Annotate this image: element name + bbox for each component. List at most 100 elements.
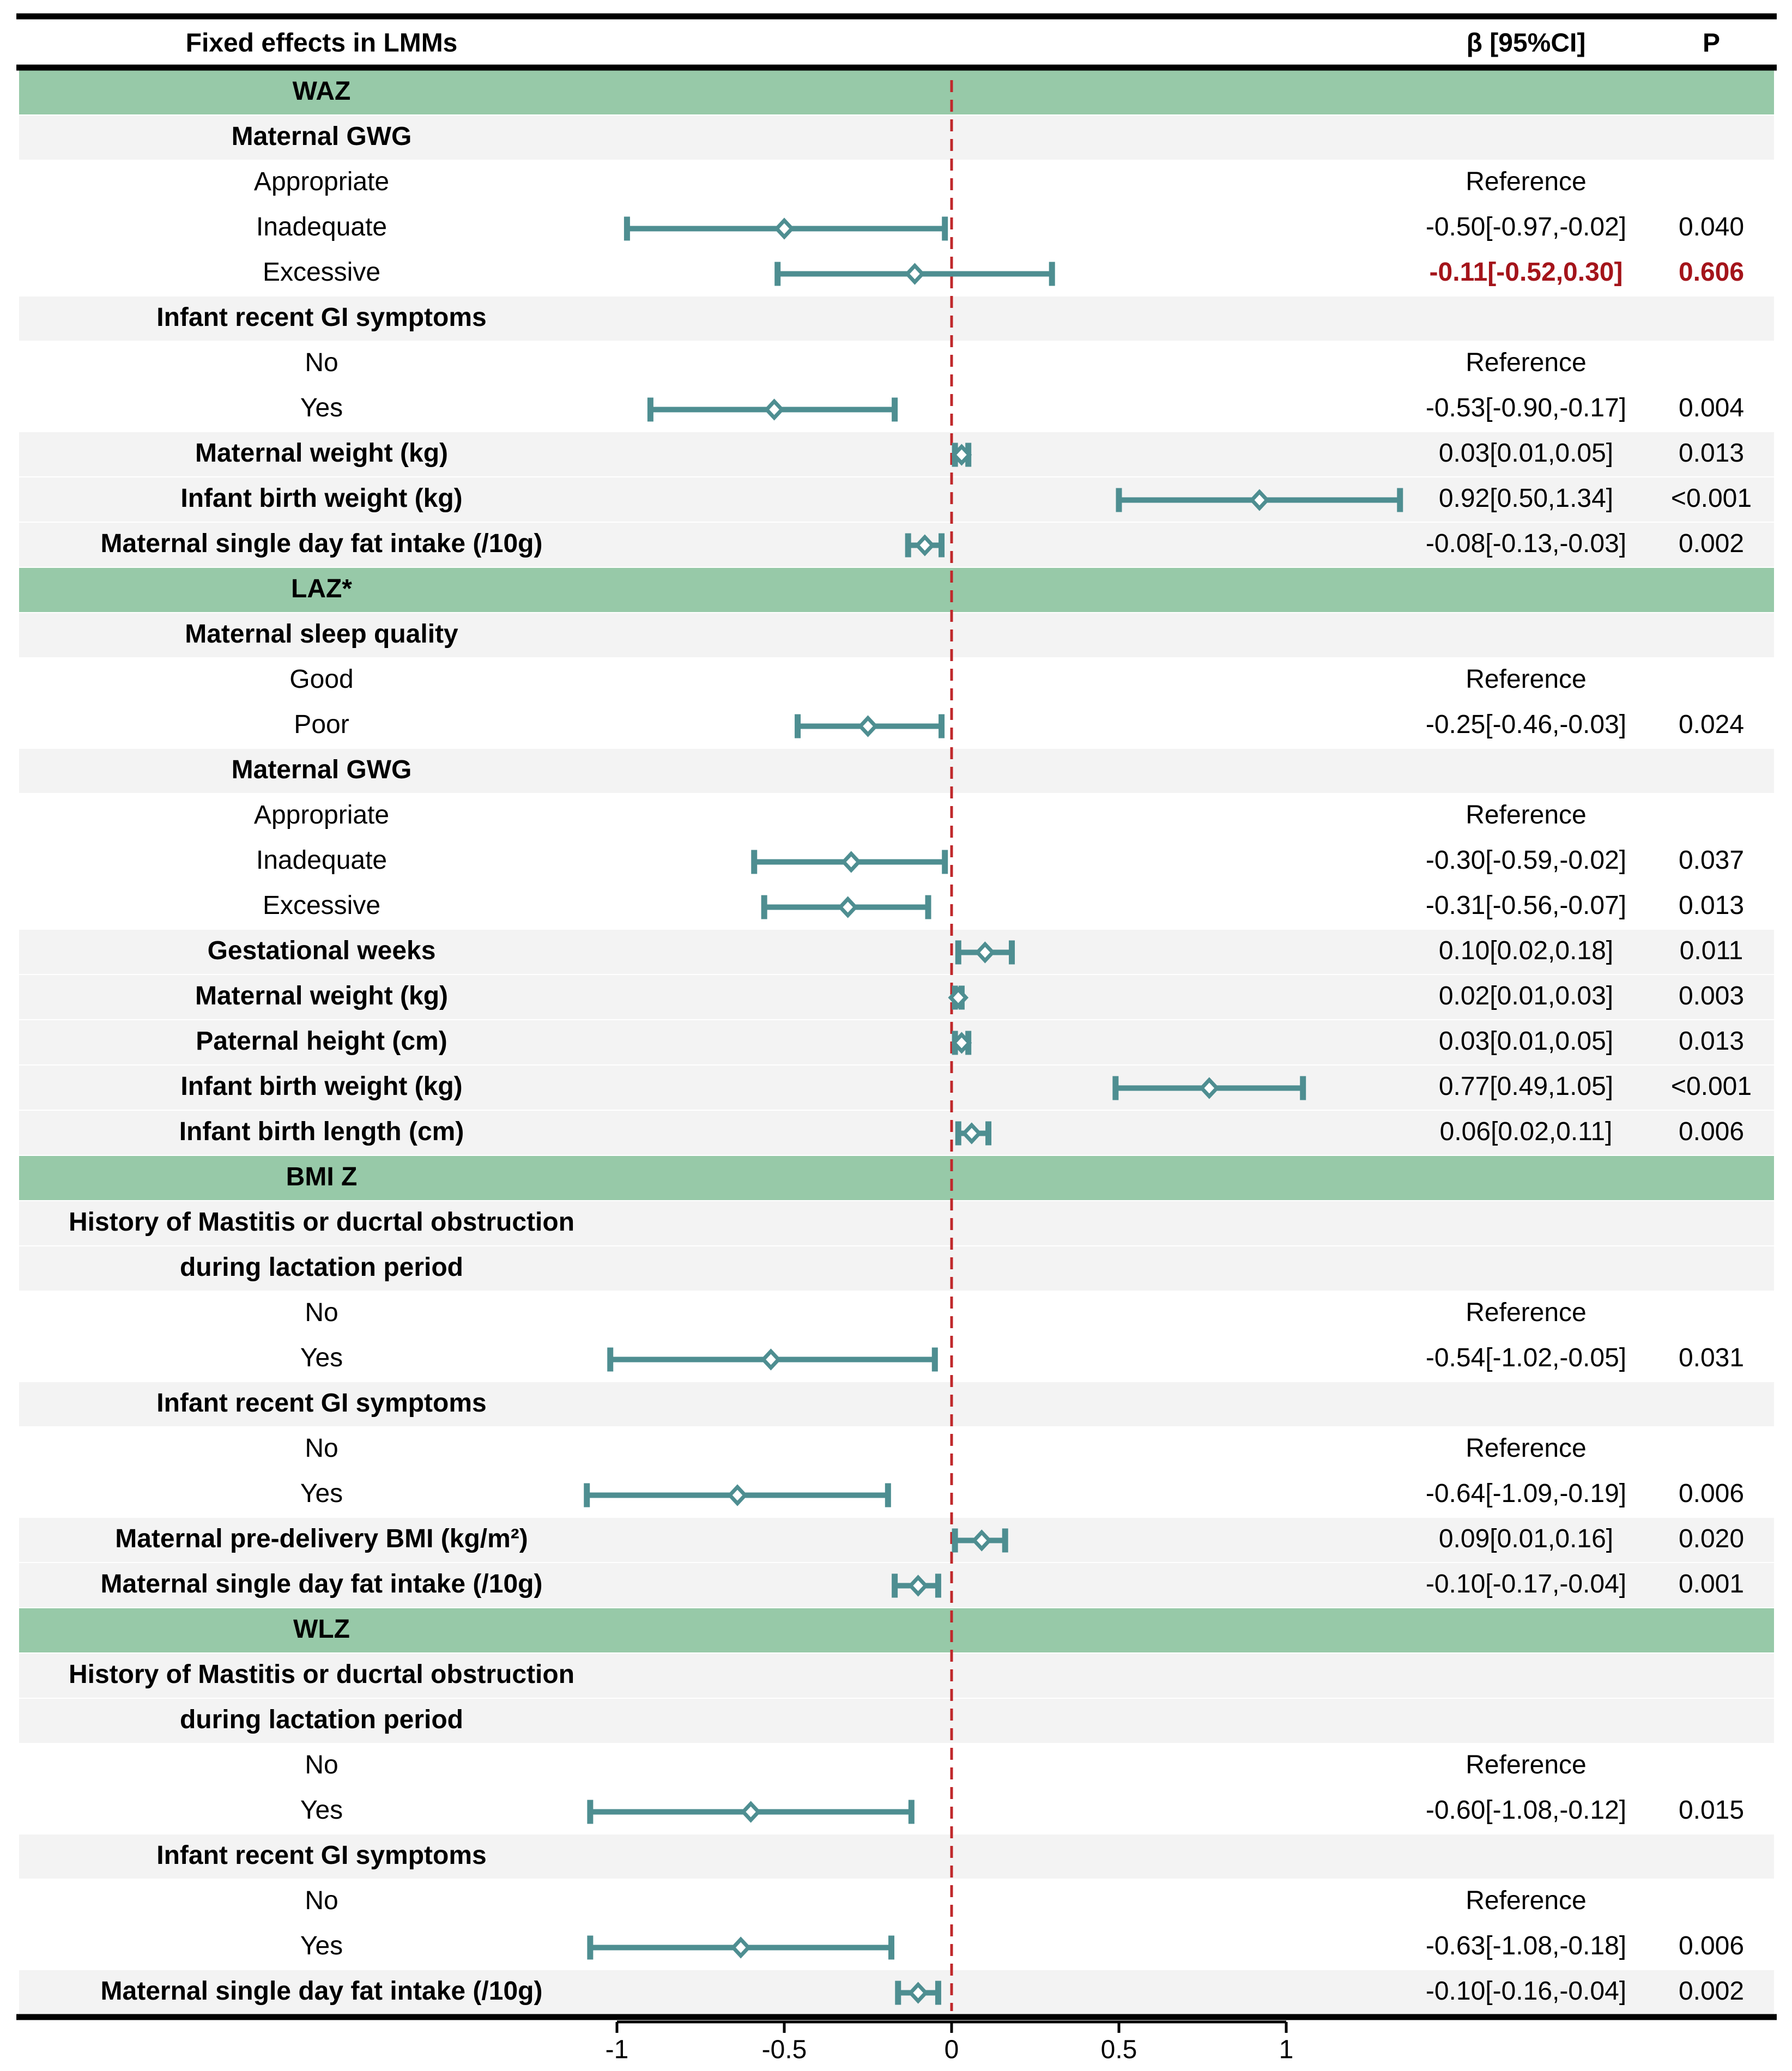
beta-ci-value: 0.06[0.02,0.11] bbox=[1440, 1117, 1613, 1146]
beta-ci-value: -0.53[-0.90,-0.17] bbox=[1426, 393, 1626, 422]
p-value: 0.002 bbox=[1679, 529, 1744, 558]
var-band bbox=[19, 1111, 1774, 1155]
group-label: Maternal GWG bbox=[232, 122, 412, 151]
row-labels: WAZ Maternal GWG Appropriate Inadequate Exce… bbox=[69, 77, 574, 2006]
section-band bbox=[19, 1608, 1774, 1652]
group-label: Infant recent GI symptoms bbox=[156, 1841, 486, 1870]
x-tick-label: 1 bbox=[1279, 2036, 1294, 2064]
section-band bbox=[19, 70, 1774, 114]
point-estimate bbox=[961, 1122, 982, 1144]
row-label: Appropriate bbox=[254, 801, 389, 829]
group-band bbox=[19, 296, 1774, 341]
p-value: 0.013 bbox=[1679, 439, 1744, 468]
beta-ci-value: -0.10[-0.17,-0.04] bbox=[1426, 1570, 1626, 1598]
p-value: 0.037 bbox=[1679, 846, 1744, 875]
p-value: <0.001 bbox=[1671, 1072, 1752, 1101]
row-label: Gestational weeks bbox=[208, 936, 436, 965]
group-band bbox=[19, 1699, 1774, 1743]
beta-ci-value: Reference bbox=[1466, 1886, 1586, 1915]
header-beta: β [95%CI] bbox=[1467, 29, 1586, 58]
beta-ci-value: -0.10[-0.16,-0.04] bbox=[1426, 1977, 1626, 2006]
beta-ci-value: 0.77[0.49,1.05] bbox=[1439, 1072, 1613, 1101]
point-estimate bbox=[904, 263, 925, 285]
group-band bbox=[19, 613, 1774, 657]
group-band bbox=[19, 1246, 1774, 1291]
group-label: during lactation period bbox=[180, 1705, 463, 1734]
var-band bbox=[19, 523, 1774, 567]
group-band bbox=[19, 1654, 1774, 1698]
beta-ci-value: -0.25[-0.46,-0.03] bbox=[1426, 710, 1626, 739]
row-label: Maternal single day fat intake (/10g) bbox=[101, 1977, 543, 2006]
beta-ci-value: Reference bbox=[1466, 1751, 1586, 1779]
group-band bbox=[19, 116, 1774, 160]
beta-ci-value: 0.10[0.02,0.18] bbox=[1439, 936, 1613, 965]
point-estimate bbox=[907, 1982, 929, 2004]
beta-ci-value: Reference bbox=[1466, 801, 1586, 829]
p-value: 0.006 bbox=[1679, 1931, 1744, 1960]
point-estimate bbox=[764, 398, 785, 421]
group-label: History of Mastitis or ducrtal obstructi… bbox=[69, 1208, 574, 1237]
group-label: during lactation period bbox=[180, 1253, 463, 1282]
point-estimate bbox=[857, 715, 879, 737]
row-label: Yes bbox=[300, 1343, 343, 1372]
row-label: Maternal single day fat intake (/10g) bbox=[101, 1570, 543, 1598]
beta-ci-value: -0.08[-0.13,-0.03] bbox=[1426, 529, 1626, 558]
point-estimate bbox=[841, 851, 862, 873]
beta-ci-value: 0.03[0.01,0.05] bbox=[1439, 1027, 1613, 1056]
beta-ci-value: 0.03[0.01,0.05] bbox=[1439, 439, 1613, 468]
row-label: Maternal weight (kg) bbox=[195, 439, 448, 468]
group-label: Infant recent GI symptoms bbox=[156, 303, 486, 332]
group-band bbox=[19, 749, 1774, 793]
x-tick-label: -1 bbox=[606, 2036, 629, 2064]
p-value: 0.002 bbox=[1679, 1977, 1744, 2006]
var-band bbox=[19, 975, 1774, 1019]
p-value: 0.024 bbox=[1679, 710, 1744, 739]
group-band bbox=[19, 1382, 1774, 1426]
point-estimate bbox=[951, 1032, 972, 1054]
beta-ci-value: -0.50[-0.97,-0.02] bbox=[1426, 213, 1626, 241]
row-label: Excessive bbox=[263, 891, 380, 920]
row-label: Infant birth weight (kg) bbox=[180, 1072, 462, 1101]
beta-ci-value: 0.09[0.01,0.16] bbox=[1439, 1524, 1613, 1553]
point-estimate bbox=[948, 986, 969, 1009]
p-value: 0.011 bbox=[1680, 936, 1743, 965]
section-band bbox=[19, 1156, 1774, 1200]
var-band bbox=[19, 930, 1774, 974]
point-estimate bbox=[971, 1529, 992, 1552]
group-label: Maternal sleep quality bbox=[185, 620, 458, 649]
row-label: Good bbox=[289, 665, 353, 694]
beta-ci-value: Reference bbox=[1466, 665, 1586, 694]
point-estimate bbox=[760, 1348, 782, 1371]
row-label: Maternal single day fat intake (/10g) bbox=[101, 529, 543, 558]
beta-ci-value: -0.64[-1.09,-0.19] bbox=[1426, 1479, 1626, 1508]
point-estimate bbox=[740, 1801, 761, 1823]
var-band bbox=[19, 1518, 1774, 1562]
row-label: Yes bbox=[300, 1931, 343, 1960]
row-label: Maternal weight (kg) bbox=[195, 982, 448, 1010]
row-values: Reference -0.50[-0.97,-0.02] 0.040 -0.11[-0… bbox=[1426, 167, 1752, 2006]
p-value: 0.031 bbox=[1679, 1343, 1744, 1372]
var-band bbox=[19, 1065, 1774, 1110]
point-estimate bbox=[1249, 489, 1270, 511]
group-label: History of Mastitis or ducrtal obstructi… bbox=[69, 1660, 574, 1689]
p-value: 0.015 bbox=[1679, 1796, 1744, 1825]
section-label: WLZ bbox=[293, 1615, 350, 1644]
p-value: 0.040 bbox=[1679, 213, 1744, 241]
p-value: 0.004 bbox=[1679, 393, 1744, 422]
x-axis: -1 -0.5 0 0.5 1 bbox=[606, 2020, 1294, 2064]
point-estimate bbox=[727, 1484, 748, 1506]
var-band bbox=[19, 477, 1774, 522]
beta-ci-value: Reference bbox=[1466, 1434, 1586, 1463]
row-label: Paternal height (cm) bbox=[196, 1027, 447, 1056]
point-estimate bbox=[730, 1936, 751, 1959]
beta-ci-value: -0.31[-0.56,-0.07] bbox=[1426, 891, 1626, 920]
header-p: P bbox=[1703, 29, 1720, 58]
beta-ci-value: 0.02[0.01,0.03] bbox=[1439, 982, 1613, 1010]
point-estimate bbox=[915, 534, 935, 556]
group-band bbox=[19, 1201, 1774, 1245]
section-band bbox=[19, 568, 1774, 612]
beta-ci-value: 0.92[0.50,1.34] bbox=[1439, 484, 1613, 513]
row-label: No bbox=[305, 1298, 338, 1327]
var-band bbox=[19, 432, 1774, 476]
beta-ci-value: -0.11[-0.52,0.30] bbox=[1430, 258, 1623, 287]
